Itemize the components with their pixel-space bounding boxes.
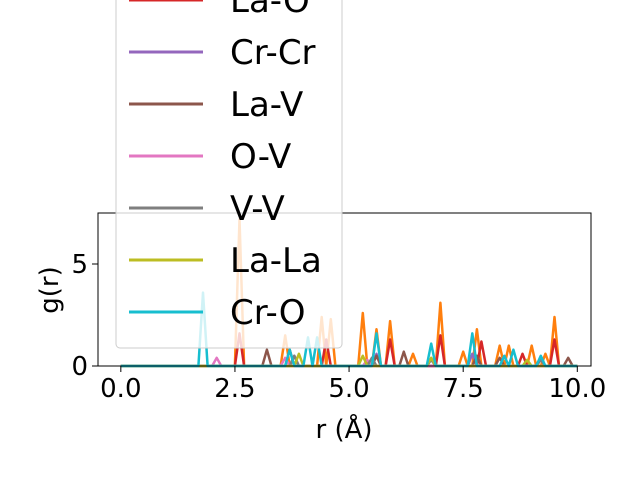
legend-label: O-V	[230, 137, 291, 177]
legend: La-O Cr-Cr La-V O-V V-V La-La Cr-O	[115, 0, 343, 349]
plot-frame	[97, 212, 592, 367]
x-tick-label: 0.0	[100, 374, 141, 404]
y-tick-label: 0	[71, 352, 88, 382]
x-axis-label: r (Å)	[315, 413, 372, 445]
x-tick-label: 10.0	[548, 374, 606, 404]
legend-label: La-O	[230, 0, 310, 21]
y-axis-label: g(r)	[35, 266, 65, 313]
legend-label: La-La	[230, 241, 322, 281]
legend-label: La-V	[230, 85, 303, 125]
legend-label: Cr-O	[230, 293, 306, 333]
x-tick-label: 5.0	[328, 374, 369, 404]
legend-label: V-V	[230, 189, 285, 229]
x-tick-label: 7.5	[443, 374, 484, 404]
x-axis: 0.0 2.5 5.0 7.5 10.0	[100, 366, 606, 404]
legend-label: Cr-Cr	[230, 33, 316, 73]
y-axis: 05	[71, 250, 98, 382]
x-tick-label: 2.5	[214, 374, 255, 404]
y-tick-label: 5	[71, 250, 88, 280]
